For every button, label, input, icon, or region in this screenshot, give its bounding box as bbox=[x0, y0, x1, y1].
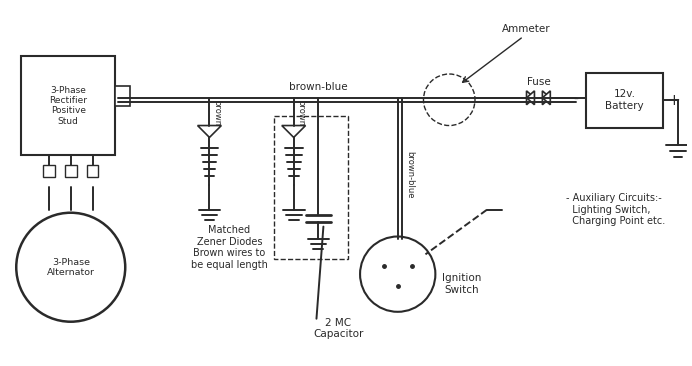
Text: Ignition
Switch: Ignition Switch bbox=[442, 273, 482, 295]
Circle shape bbox=[360, 236, 435, 312]
Bar bbox=[86, 165, 98, 177]
Text: 3-Phase
Rectifier
Positive
Stud: 3-Phase Rectifier Positive Stud bbox=[49, 86, 87, 126]
Text: Matched
Zener Diodes
Brown wires to
be equal length: Matched Zener Diodes Brown wires to be e… bbox=[191, 225, 268, 270]
Bar bbox=[21, 56, 116, 155]
Text: Fuse: Fuse bbox=[527, 77, 550, 87]
Text: +: + bbox=[668, 93, 680, 108]
Polygon shape bbox=[282, 126, 306, 137]
Bar bbox=[116, 86, 130, 106]
Text: brown-blue: brown-blue bbox=[405, 151, 414, 199]
Polygon shape bbox=[543, 91, 550, 105]
Bar bbox=[274, 116, 348, 259]
Circle shape bbox=[16, 213, 125, 322]
Polygon shape bbox=[198, 126, 221, 137]
Polygon shape bbox=[543, 91, 550, 105]
Text: 12v.
Battery: 12v. Battery bbox=[606, 89, 644, 111]
Bar bbox=[65, 165, 77, 177]
Text: 2 MC
Capacitor: 2 MC Capacitor bbox=[313, 318, 363, 339]
Text: brown-blue: brown-blue bbox=[289, 82, 348, 92]
Polygon shape bbox=[527, 91, 534, 105]
Text: 3-Phase
Alternator: 3-Phase Alternator bbox=[47, 258, 95, 277]
Bar bbox=[586, 73, 663, 127]
Text: brown: brown bbox=[296, 100, 305, 126]
Text: -: - bbox=[574, 93, 579, 107]
Text: brown: brown bbox=[212, 100, 221, 126]
Text: Ammeter: Ammeter bbox=[502, 25, 551, 34]
Text: - Auxiliary Circuits:-
  Lighting Switch,
  Charging Point etc.: - Auxiliary Circuits:- Lighting Switch, … bbox=[566, 193, 666, 226]
Polygon shape bbox=[527, 91, 534, 105]
Bar bbox=[43, 165, 55, 177]
